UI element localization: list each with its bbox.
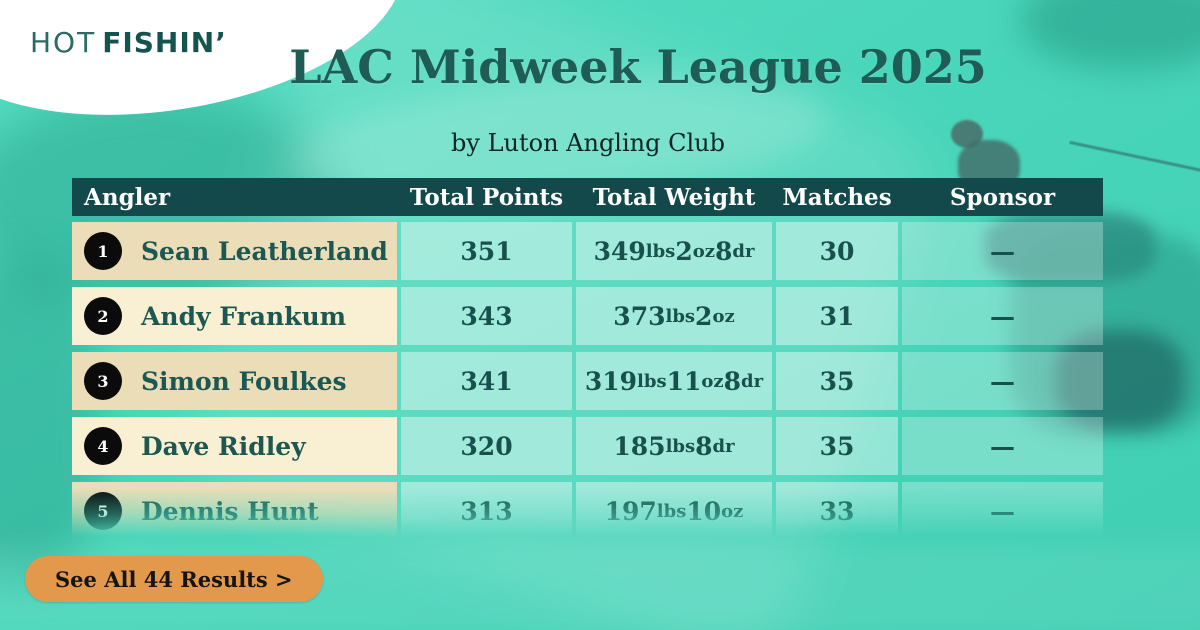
table-row: 5 Dennis Hunt 313 197 lbs 10 oz 33 — <box>72 482 1103 540</box>
angler-cell: 1 Sean Leatherland <box>72 222 397 280</box>
angler-name: Dennis Hunt <box>141 496 319 526</box>
table-row: 2 Andy Frankum 343 373 lbs 2 oz 31 — <box>72 287 1103 345</box>
rank-badge: 3 <box>84 362 122 400</box>
weight-cell: 185 lbs 8 dr <box>576 417 772 475</box>
weight-cell: 349 lbs 2 oz 8 dr <box>576 222 772 280</box>
rank-badge: 2 <box>84 297 122 335</box>
angler-name: Sean Leatherland <box>141 236 388 266</box>
angler-cell: 4 Dave Ridley <box>72 417 397 475</box>
angler-cell: 3 Simon Foulkes <box>72 352 397 410</box>
points-cell: 320 <box>401 417 572 475</box>
col-header-total-points: Total Points <box>409 183 564 211</box>
angler-name: Dave Ridley <box>141 431 306 461</box>
matches-cell: 35 <box>776 352 898 410</box>
rank-badge: 4 <box>84 427 122 465</box>
weight-cell: 197 lbs 10 oz <box>576 482 772 540</box>
sponsor-cell: — <box>902 417 1103 475</box>
angler-name: Simon Foulkes <box>141 366 347 396</box>
angler-cell: 5 Dennis Hunt <box>72 482 397 540</box>
col-header-total-weight: Total Weight <box>592 183 756 211</box>
matches-cell: 33 <box>776 482 898 540</box>
points-cell: 341 <box>401 352 572 410</box>
sponsor-cell: — <box>902 287 1103 345</box>
weight-cell: 373 lbs 2 oz <box>576 287 772 345</box>
matches-cell: 31 <box>776 287 898 345</box>
background-boat-shadow <box>1055 330 1185 430</box>
brand-logo: HOT FISHIN’ <box>30 26 227 59</box>
rank-badge: 1 <box>84 232 122 270</box>
table-row: 3 Simon Foulkes 341 319 lbs 11 oz 8 dr 35 — <box>72 352 1103 410</box>
points-cell: 351 <box>401 222 572 280</box>
fishing-pole <box>1069 140 1200 175</box>
logo-fishin-text: FISHIN’ <box>102 26 227 59</box>
matches-cell: 35 <box>776 417 898 475</box>
subtitle: by Luton Angling Club <box>451 129 725 157</box>
league-table: Angler Total Points Total Weight Matches… <box>72 178 1103 547</box>
col-header-matches: Matches <box>782 183 892 211</box>
points-cell: 313 <box>401 482 572 540</box>
col-header-sponsor: Sponsor <box>949 183 1056 211</box>
sponsor-cell: — <box>902 222 1103 280</box>
weight-cell: 319 lbs 11 oz 8 dr <box>576 352 772 410</box>
table-row: 1 Sean Leatherland 351 349 lbs 2 oz 8 dr 30… <box>72 222 1103 280</box>
points-cell: 343 <box>401 287 572 345</box>
table-row: 4 Dave Ridley 320 185 lbs 8 dr 35 — <box>72 417 1103 475</box>
background-trees <box>1020 0 1200 70</box>
col-header-angler: Angler <box>84 183 171 211</box>
logo-hot-text: HOT <box>30 26 97 59</box>
sponsor-cell: — <box>902 352 1103 410</box>
rank-badge: 5 <box>84 492 122 530</box>
table-header-row: Angler Total Points Total Weight Matches… <box>72 178 1103 216</box>
matches-cell: 30 <box>776 222 898 280</box>
see-all-results-button[interactable]: See All 44 Results > <box>25 556 323 602</box>
sponsor-cell: — <box>902 482 1103 540</box>
angler-name: Andy Frankum <box>141 301 347 331</box>
page-title: LAC Midweek League 2025 <box>289 40 987 94</box>
angler-cell: 2 Andy Frankum <box>72 287 397 345</box>
